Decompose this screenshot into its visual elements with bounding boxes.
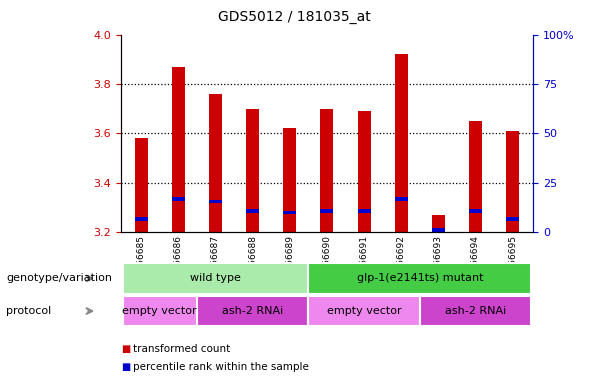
Text: transformed count: transformed count <box>133 344 230 354</box>
Text: ash-2 RNAi: ash-2 RNAi <box>445 306 506 316</box>
Bar <box>506 217 519 220</box>
Bar <box>172 197 185 201</box>
Text: percentile rank within the sample: percentile rank within the sample <box>133 362 309 372</box>
Bar <box>209 200 222 203</box>
Bar <box>320 209 333 213</box>
Bar <box>172 67 185 232</box>
Bar <box>469 209 482 213</box>
Text: wild type: wild type <box>190 273 241 283</box>
Text: ■: ■ <box>121 344 130 354</box>
Text: glp-1(e2141ts) mutant: glp-1(e2141ts) mutant <box>356 273 483 283</box>
Text: empty vector: empty vector <box>123 306 197 316</box>
Bar <box>246 109 259 232</box>
Bar <box>358 111 370 232</box>
Bar <box>432 215 445 232</box>
Bar <box>246 209 259 213</box>
Bar <box>283 129 296 232</box>
Bar <box>135 138 148 232</box>
Bar <box>395 55 408 232</box>
Text: genotype/variation: genotype/variation <box>6 273 112 283</box>
Bar <box>358 209 370 213</box>
Bar <box>209 94 222 232</box>
Bar <box>135 217 148 220</box>
Text: ash-2 RNAi: ash-2 RNAi <box>222 306 283 316</box>
Bar <box>320 109 333 232</box>
Bar <box>506 131 519 232</box>
Bar <box>283 211 296 214</box>
Bar <box>432 228 445 232</box>
Text: empty vector: empty vector <box>327 306 401 316</box>
Bar <box>395 197 408 201</box>
Text: ■: ■ <box>121 362 130 372</box>
Text: protocol: protocol <box>6 306 51 316</box>
Bar <box>469 121 482 232</box>
Text: GDS5012 / 181035_at: GDS5012 / 181035_at <box>218 10 371 23</box>
